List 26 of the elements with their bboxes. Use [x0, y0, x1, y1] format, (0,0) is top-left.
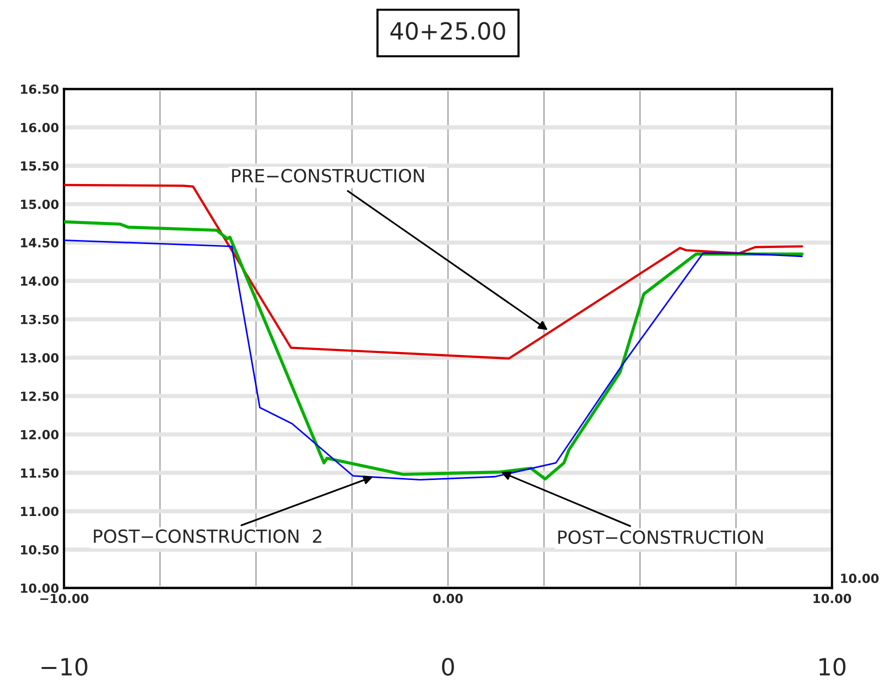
annotation: POST−CONSTRUCTION 2 — [94, 529, 322, 544]
annotation: POST−CONSTRUCTION — [558, 530, 763, 544]
x-tick-label: 0.00 — [433, 594, 463, 604]
y-tick-label: 14.50 — [21, 238, 59, 248]
x2-tick-label: −10 — [42, 658, 88, 676]
y-tick-label: 11.00 — [21, 506, 59, 516]
y-tick-label: 16.50 — [21, 84, 59, 94]
y-tick-label: 12.50 — [21, 392, 59, 402]
x-tick-label: −10.00 — [40, 594, 88, 604]
y-tick-label: 13.50 — [21, 314, 59, 324]
annotation: PRE−CONSTRUCTION — [232, 168, 424, 183]
y-tick-label: 10.00 — [21, 583, 59, 593]
y-tick-label: 12.00 — [21, 430, 59, 440]
y-tick-label: 14.00 — [21, 276, 59, 286]
y-tick-label: 11.50 — [21, 468, 59, 478]
y-tick-label: 15.00 — [21, 200, 59, 210]
text: 10.00 — [841, 574, 879, 584]
y-tick-label: 15.50 — [21, 161, 59, 171]
chart-title: 40+25.00 — [390, 22, 506, 40]
y-tick-label: 13.00 — [21, 353, 59, 363]
x-tick-label: 10.00 — [814, 594, 852, 604]
x2-tick-label: 0 — [442, 658, 454, 676]
x2-tick-label: 10 — [820, 658, 846, 676]
line-series — [64, 184, 804, 360]
y-tick-label: 16.00 — [21, 122, 59, 132]
y-tick-label: 10.50 — [21, 545, 59, 555]
